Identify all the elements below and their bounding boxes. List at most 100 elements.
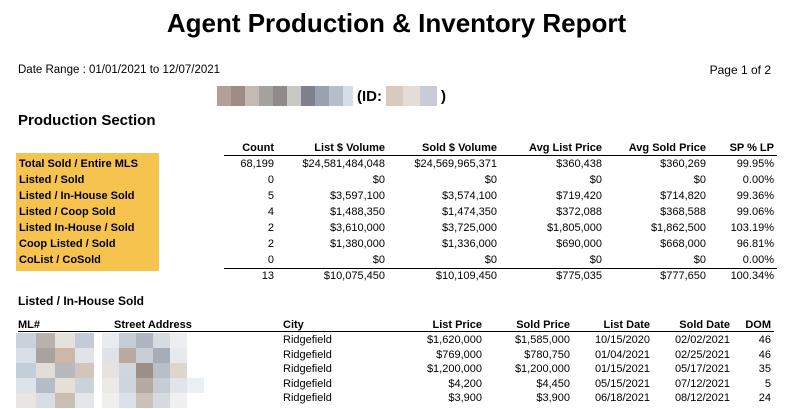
production-row-label: Listed / In-House Sold (19, 190, 135, 202)
table-row: Ridgefield $4,200 $4,450 05/15/2021 07/12/20… (0, 378, 793, 394)
totals-row: 13 $10,075,450 $10,109,450 $775,035 $777… (0, 270, 793, 286)
header-sold-date: Sold Date (679, 319, 730, 331)
date-range: Date Range : 01/01/2021 to 12/07/2021 (18, 64, 221, 76)
cell-avg-sold-price: $668,000 (660, 238, 706, 250)
cell-sold-date: 02/02/2021 (674, 334, 730, 346)
cell-sold-price: $1,585,000 (514, 334, 570, 346)
header-avg-list-price: Avg List Price (529, 142, 602, 154)
cell-sold-volume: $3,574,100 (441, 190, 497, 202)
cell-list-price: $3,900 (448, 392, 482, 404)
cell-avg-sold-price: $0 (693, 254, 706, 266)
cell-city: Ridgefield (283, 392, 332, 404)
cell-list-volume: $0 (372, 254, 385, 266)
header-sold-price: Sold Price (516, 319, 570, 331)
cell-dom: 24 (758, 392, 771, 404)
cell-list-date: 06/18/2021 (594, 392, 650, 404)
production-row-label: Total Sold / Entire MLS (19, 158, 138, 170)
header-list-volume: List $ Volume (314, 142, 385, 154)
header-street-address: Street Address (114, 319, 192, 331)
cell-count: 5 (267, 190, 274, 202)
cell-sold-volume: $3,725,000 (441, 222, 497, 234)
cell-avg-list-price: $360,438 (556, 158, 602, 170)
header-divider (224, 155, 777, 156)
agent-id-close: ) (441, 87, 446, 105)
listings-header-divider (18, 331, 774, 332)
total-sold-volume: $10,109,450 (435, 270, 497, 282)
cell-count: 0 (267, 174, 274, 186)
cell-count: 0 (267, 254, 274, 266)
cell-list-price: $769,000 (436, 348, 482, 361)
cell-avg-list-price: $372,088 (556, 206, 602, 218)
report-title: Agent Production & Inventory Report (166, 8, 627, 38)
cell-sp-lp: 96.81% (736, 238, 774, 250)
cell-count: 2 (267, 238, 274, 250)
cell-sp-lp: 103.19% (730, 222, 774, 234)
cell-list-price: $1,200,000 (426, 363, 482, 375)
total-sp-lp: 100.34% (730, 270, 774, 282)
redacted-agent-name (217, 86, 353, 106)
production-row: 68,199 $24,581,484,048 $24,569,965,371 $360… (0, 158, 793, 174)
cell-city: Ridgefield (283, 363, 332, 375)
cell-list-date: 01/04/2021 (594, 348, 650, 361)
cell-sold-price: $1,200,000 (514, 363, 570, 375)
row-label-highlight (16, 153, 159, 271)
totals-divider (224, 268, 777, 269)
cell-sold-volume: $24,569,965,371 (414, 158, 497, 170)
cell-sp-lp: 99.36% (736, 190, 774, 202)
cell-sold-price: $3,900 (536, 392, 570, 404)
cell-sold-date: 07/12/2021 (674, 377, 730, 390)
production-row: 2 $3,610,000 $3,725,000 $1,805,000 $1,862,50… (0, 222, 793, 238)
header-city: City (283, 319, 304, 331)
cell-avg-list-price: $0 (589, 174, 602, 186)
total-list-volume: $10,075,450 (323, 270, 385, 282)
cell-list-date: 10/15/2020 (594, 334, 650, 346)
cell-sp-lp: 99.95% (736, 158, 774, 170)
cell-list-price: $4,200 (448, 377, 482, 390)
cell-avg-sold-price: $368,588 (660, 206, 706, 218)
production-row-label: Coop Listed / Sold (19, 238, 116, 250)
production-row-label: Listed / Coop Sold (19, 206, 116, 218)
production-row-label: Listed In-House / Sold (19, 222, 135, 234)
cell-dom: 5 (764, 377, 771, 390)
header-list-date: List Date (603, 319, 650, 331)
cell-sold-date: 02/25/2021 (674, 348, 730, 361)
cell-sold-price: $4,450 (536, 377, 570, 390)
header-dom: DOM (745, 319, 771, 331)
cell-list-volume: $24,581,484,048 (302, 158, 385, 170)
cell-list-date: 01/15/2021 (594, 363, 650, 375)
agent-id-label: (ID: (357, 87, 382, 105)
cell-avg-sold-price: $714,820 (660, 190, 706, 202)
total-avg-list-price: $775,035 (556, 270, 602, 282)
cell-count: 68,199 (240, 158, 274, 170)
cell-sp-lp: 99.06% (736, 206, 774, 218)
page-indicator: Page 1 of 2 (709, 63, 771, 77)
production-row: 2 $1,380,000 $1,336,000 $690,000 $668,000 96.… (0, 238, 793, 254)
header-sp-lp: SP % LP (729, 142, 774, 154)
cell-dom: 46 (758, 334, 771, 346)
cell-city: Ridgefield (283, 348, 332, 361)
production-row: 4 $1,488,350 $1,474,350 $372,088 $368,588 99.… (0, 206, 793, 222)
header-list-price: List Price (432, 319, 482, 331)
cell-list-volume: $3,610,000 (329, 222, 385, 234)
production-row: 0 $0 $0 $0 $0 0.00% (0, 254, 793, 270)
header-count: Count (242, 142, 274, 154)
production-row: 5 $3,597,100 $3,574,100 $719,420 $714,820 99.… (0, 190, 793, 206)
cell-list-volume: $3,597,100 (329, 190, 385, 202)
cell-sp-lp: 0.00% (742, 174, 774, 186)
header-ml-number: ML# (18, 319, 40, 331)
cell-sold-volume: $0 (484, 174, 497, 186)
cell-city: Ridgefield (283, 334, 332, 346)
total-count: 13 (261, 270, 274, 282)
cell-avg-list-price: $0 (589, 254, 602, 266)
cell-avg-sold-price: $1,862,500 (650, 222, 706, 234)
listings-header: ML# Street Address City List Price Sold … (0, 319, 793, 333)
redacted-agent-id (386, 86, 437, 106)
production-row-label: CoList / CoSold (19, 254, 101, 266)
cell-sold-price: $780,750 (524, 348, 570, 361)
production-section-title: Production Section (18, 112, 156, 129)
cell-avg-list-price: $690,000 (556, 238, 602, 250)
cell-dom: 35 (758, 363, 771, 375)
cell-list-date: 05/15/2021 (594, 377, 650, 390)
cell-count: 4 (267, 206, 274, 218)
production-row-label: Listed / Sold (19, 174, 85, 186)
